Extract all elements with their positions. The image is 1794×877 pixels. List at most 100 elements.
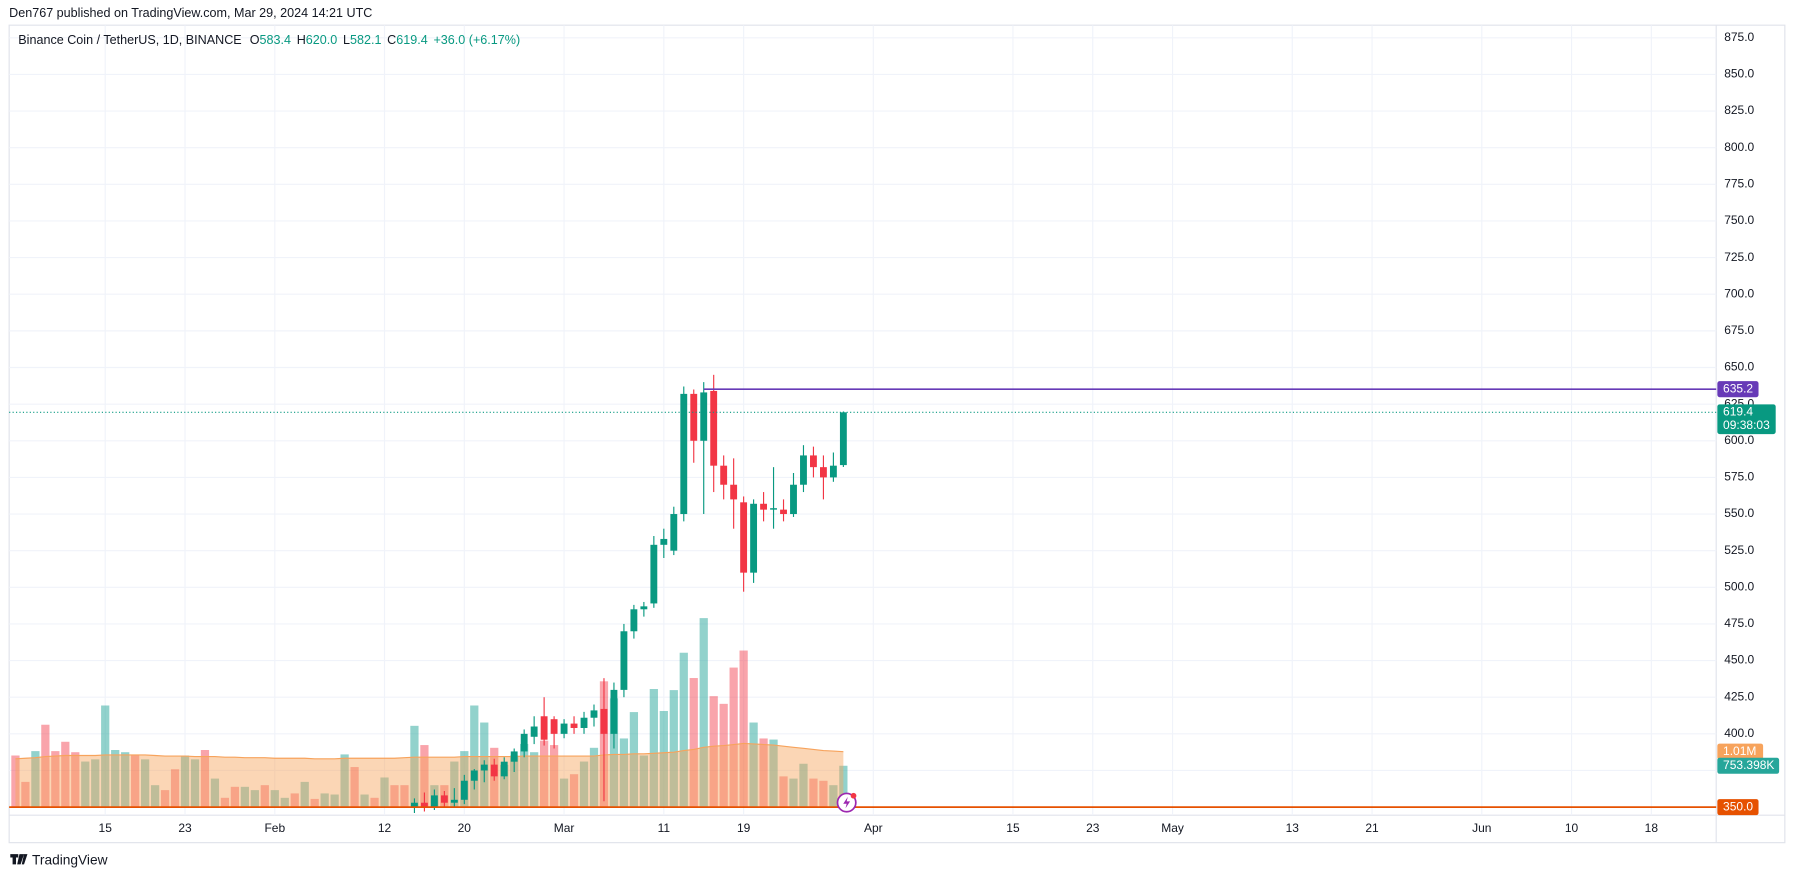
volume-bar bbox=[769, 739, 778, 808]
ohlc-value: 582.1 bbox=[350, 34, 381, 48]
volume-bar bbox=[629, 712, 639, 808]
price-badge-label: 635.2 bbox=[1723, 381, 1753, 395]
price-badge-label: 350.0 bbox=[1723, 799, 1753, 813]
volume-bar bbox=[131, 755, 140, 808]
volume-bar bbox=[150, 785, 160, 808]
candle-body bbox=[440, 795, 448, 803]
candle-body bbox=[700, 392, 708, 441]
candle-body bbox=[710, 390, 718, 466]
volume-bar bbox=[300, 781, 309, 808]
candle-body bbox=[740, 502, 748, 573]
volume-badge-label: 1.01M bbox=[1723, 744, 1756, 758]
y-tick-label: 775.0 bbox=[1724, 176, 1754, 190]
volume-bar bbox=[410, 725, 419, 808]
volume-bar bbox=[160, 790, 170, 808]
y-tick-label: 825.0 bbox=[1724, 103, 1754, 117]
volume-bar bbox=[220, 797, 230, 808]
volume-bar bbox=[11, 755, 20, 808]
countdown-label: 09:38:03 bbox=[1723, 418, 1770, 432]
volume-bar bbox=[589, 747, 599, 808]
x-tick-label: 19 bbox=[737, 821, 751, 835]
candle-body bbox=[790, 484, 797, 515]
volume-bar bbox=[180, 755, 190, 808]
candle-body bbox=[540, 716, 548, 740]
ohlc-value: 583.4 bbox=[260, 34, 291, 48]
volume-bar bbox=[420, 745, 429, 808]
volume-bar bbox=[559, 778, 569, 808]
volume-ma-line bbox=[15, 742, 844, 760]
price-badge bbox=[1717, 799, 1759, 816]
volume-bar bbox=[679, 652, 688, 808]
volume-bar bbox=[121, 752, 130, 808]
volume-bar bbox=[170, 769, 180, 808]
volume-bar bbox=[450, 761, 459, 808]
change-value: +36.0 (+6.17%) bbox=[433, 34, 520, 48]
volume-bar bbox=[569, 774, 579, 808]
ohlc-value: 620.0 bbox=[306, 34, 337, 48]
overlay: 15 23 Feb 12 20 Mar 11 19 Apr 15 23 May 13 21 Jun 10 18 3… bbox=[9, 30, 1780, 835]
candle-body bbox=[800, 455, 807, 485]
volume-bar bbox=[819, 780, 828, 808]
y-tick-label: 750.0 bbox=[1724, 213, 1754, 227]
footer-logo: TradingView bbox=[10, 853, 108, 868]
candle-body bbox=[630, 609, 638, 632]
y-tick-label: 725.0 bbox=[1724, 250, 1754, 264]
candle-body bbox=[600, 708, 608, 734]
published-note: Den767 published on TradingView.com, Mar… bbox=[9, 6, 372, 20]
volume-bar bbox=[340, 754, 349, 808]
volume-bar bbox=[71, 752, 80, 808]
ohlc-key: H bbox=[297, 34, 306, 48]
volume-bar bbox=[360, 794, 369, 808]
y-tick-label: 675.0 bbox=[1724, 323, 1754, 337]
volume-badge-label: 753.398K bbox=[1723, 758, 1774, 772]
x-tick-label: 15 bbox=[1006, 821, 1020, 835]
x-tick-label: Feb bbox=[264, 821, 285, 835]
volume-bar bbox=[749, 722, 758, 808]
volume-bar bbox=[230, 786, 240, 808]
volume-bar bbox=[839, 765, 848, 808]
candle-body bbox=[470, 770, 478, 781]
candle-body bbox=[650, 544, 658, 604]
candle-body bbox=[780, 509, 787, 515]
volume-bar bbox=[101, 705, 110, 808]
plot-area bbox=[11, 374, 848, 813]
candle-body bbox=[570, 723, 578, 728]
y-tick-label: 450.0 bbox=[1724, 653, 1754, 667]
volume-bar bbox=[579, 761, 589, 808]
y-tick-label: 425.0 bbox=[1724, 689, 1754, 703]
x-tick-label: 11 bbox=[658, 821, 671, 835]
volume-bar bbox=[669, 690, 678, 808]
volume-bar bbox=[549, 745, 559, 808]
x-tick-label: 10 bbox=[1565, 821, 1579, 835]
volume-bar bbox=[719, 703, 728, 808]
grid bbox=[9, 25, 1717, 816]
volume-bar bbox=[739, 650, 748, 808]
volume-bar bbox=[639, 755, 648, 808]
candle-body bbox=[580, 717, 588, 728]
volume-bar bbox=[510, 755, 519, 808]
volume-bar bbox=[649, 689, 658, 808]
volume-bar bbox=[41, 724, 50, 808]
x-tick-label: 20 bbox=[458, 821, 472, 835]
candle-body bbox=[450, 799, 458, 803]
candle-body bbox=[460, 780, 468, 800]
y-tick-label: 400.0 bbox=[1724, 726, 1754, 740]
volume-bar bbox=[91, 759, 100, 808]
volume-bar bbox=[61, 741, 70, 808]
volume-bar bbox=[609, 698, 619, 808]
volume-bar bbox=[190, 759, 200, 808]
y-tick-label: 525.0 bbox=[1724, 543, 1754, 557]
volume-bar bbox=[330, 794, 339, 808]
y-tick-label: 500.0 bbox=[1724, 579, 1754, 593]
candle-body bbox=[839, 412, 847, 466]
volume-bar bbox=[729, 667, 738, 808]
volume-bar bbox=[240, 786, 249, 808]
volume-bar bbox=[81, 761, 90, 808]
y-tick-label: 800.0 bbox=[1724, 140, 1754, 154]
candle-body bbox=[510, 751, 518, 762]
x-tick-label: 23 bbox=[1086, 821, 1100, 835]
y-tick-label: 850.0 bbox=[1724, 67, 1754, 81]
volume-bar bbox=[260, 785, 269, 808]
candle-body bbox=[520, 733, 528, 752]
